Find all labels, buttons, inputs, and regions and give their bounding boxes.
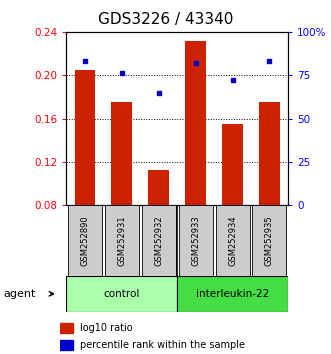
Bar (68, 205, 102, 276)
Bar (253, 205, 287, 276)
Text: GSM252933: GSM252933 (191, 215, 200, 266)
Bar (105, 205, 139, 276)
Text: GSM252934: GSM252934 (228, 215, 237, 266)
Bar (112, 102, 132, 205)
Bar (60, 323, 73, 333)
Bar (60, 341, 73, 350)
Text: GSM252890: GSM252890 (80, 215, 89, 266)
Bar (66, 276, 177, 312)
Bar (222, 124, 243, 205)
Bar (178, 205, 213, 276)
Bar (185, 40, 206, 205)
Bar (148, 170, 169, 205)
Text: GSM252932: GSM252932 (154, 215, 163, 266)
Text: control: control (104, 289, 140, 299)
Text: GDS3226 / 43340: GDS3226 / 43340 (98, 12, 233, 27)
Text: interleukin-22: interleukin-22 (196, 289, 269, 299)
Text: percentile rank within the sample: percentile rank within the sample (80, 340, 245, 350)
Bar (177, 276, 288, 312)
Bar (74, 70, 95, 205)
Bar (142, 205, 176, 276)
Text: GSM252931: GSM252931 (117, 215, 126, 266)
Text: agent: agent (3, 289, 36, 299)
Text: log10 ratio: log10 ratio (80, 323, 133, 333)
Text: GSM252935: GSM252935 (265, 215, 274, 266)
Bar (259, 102, 280, 205)
Bar (215, 205, 250, 276)
